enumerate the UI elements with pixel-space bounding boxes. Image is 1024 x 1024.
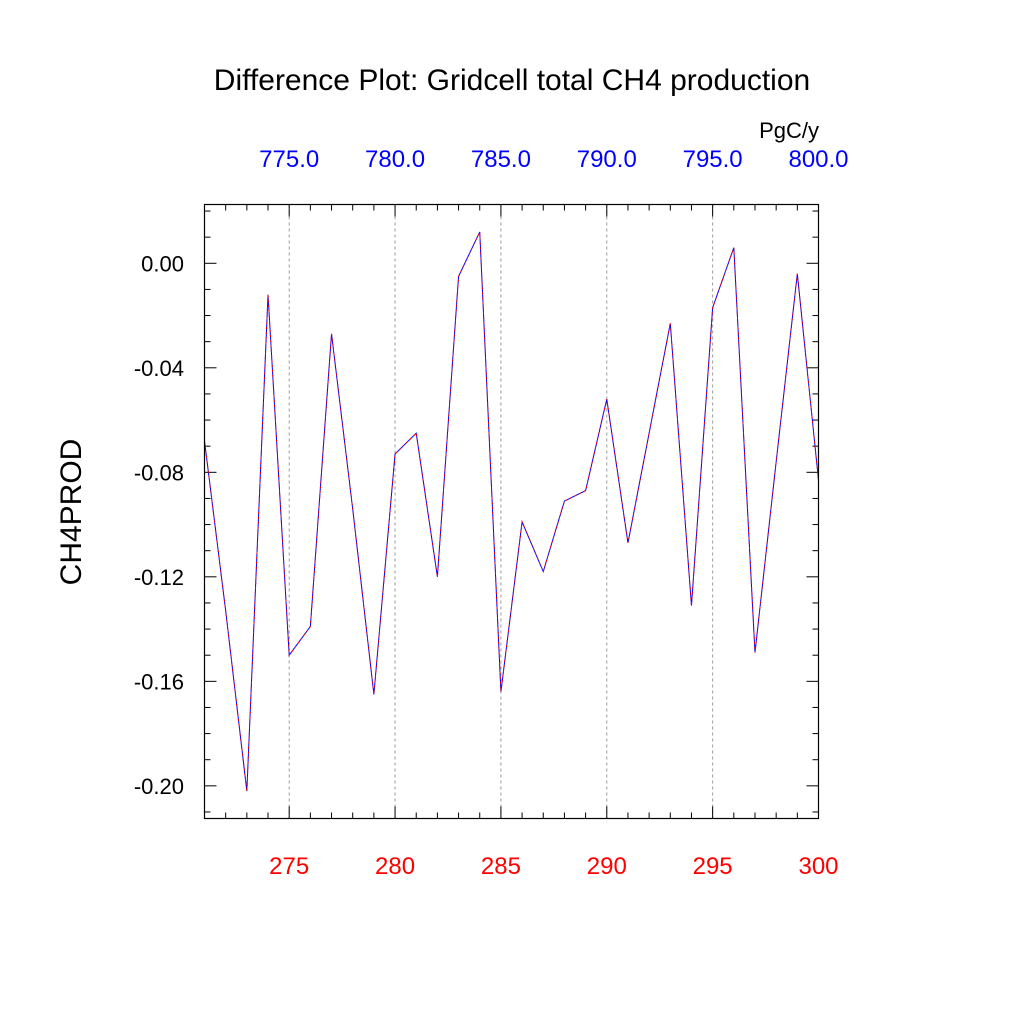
top-tick-label-2: 785.0: [471, 146, 531, 173]
top-tick-label-5: 800.0: [788, 146, 848, 173]
y-tick-label-2: -0.08: [134, 460, 184, 485]
y-tick-label-3: -0.12: [134, 565, 184, 590]
units-label: PgC/y: [759, 118, 819, 143]
chart-title: Difference Plot: Gridcell total CH4 prod…: [214, 64, 810, 97]
series-line-red-0: [204, 231, 819, 792]
y-tick-label-1: -0.04: [134, 356, 184, 381]
plot-frame: [203, 203, 820, 820]
top-tick-label-4: 795.0: [683, 146, 743, 173]
tick-labels: 275 280 285 290 295 300 775.0 780.0 785.0 790.0 79…: [134, 146, 849, 880]
y-tick-label-4: -0.16: [134, 669, 184, 694]
top-tick-label-1: 780.0: [365, 146, 425, 173]
axis-ticks: [204, 204, 819, 819]
x-tick-label-300: 300: [798, 853, 838, 880]
y-axis-label: CH4PROD: [55, 439, 88, 586]
y-tick-label-0: 0.00: [141, 251, 184, 276]
top-tick-label-0: 775.0: [259, 146, 319, 173]
series-line-blue-0: [204, 231, 819, 792]
y-tick-label-5: -0.20: [134, 774, 184, 799]
x-tick-label-290: 290: [587, 853, 627, 880]
x-tick-label-280: 280: [375, 853, 415, 880]
top-tick-label-3: 790.0: [577, 146, 637, 173]
series-lines: [204, 231, 819, 792]
x-tick-label-295: 295: [693, 853, 733, 880]
x-tick-label-275: 275: [269, 853, 309, 880]
x-tick-label-285: 285: [481, 853, 521, 880]
